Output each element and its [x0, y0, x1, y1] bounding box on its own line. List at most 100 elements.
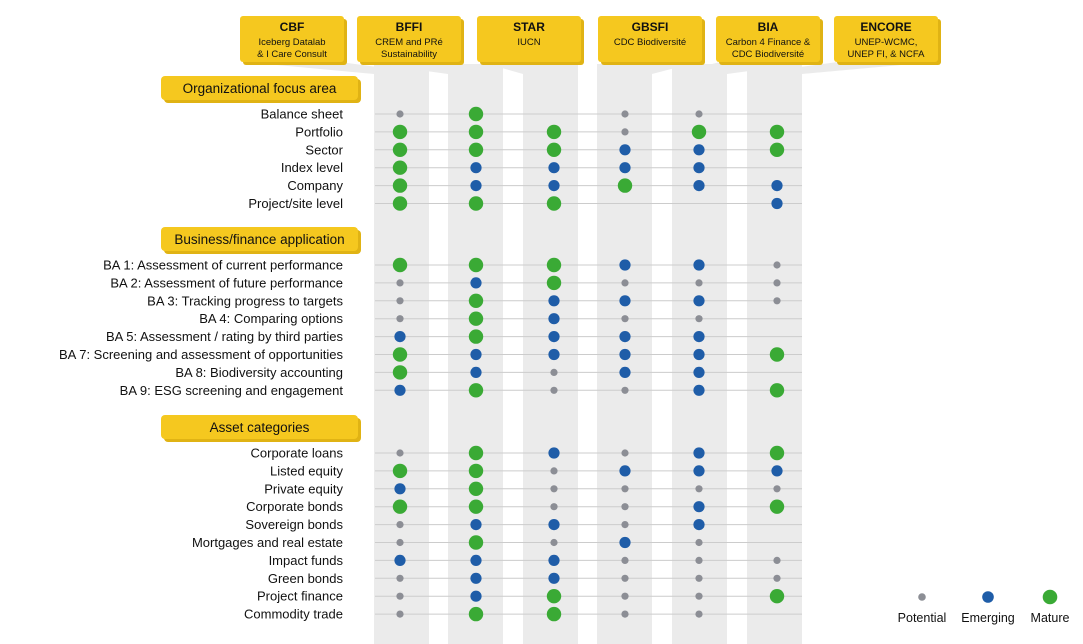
row-label: Mortgages and real estate — [192, 535, 343, 550]
section-label-box — [161, 76, 358, 100]
mature-dot-cbf — [392, 196, 408, 211]
emerging-dot-bffi — [470, 519, 482, 531]
tool-owner-line: Iceberg Datalab — [258, 37, 325, 48]
emerging-dot-star — [548, 519, 560, 531]
potential-dot-gbsfi — [621, 386, 629, 394]
emerging-dot-bia — [693, 144, 705, 156]
matrix-row: Corporate bonds — [246, 499, 802, 514]
row-label: Sector — [305, 142, 343, 157]
legend-item-emerging: Emerging — [961, 591, 1015, 625]
emerging-dot-star — [548, 331, 560, 343]
mature-dot-star — [546, 275, 562, 291]
mature-dot-bffi — [468, 293, 484, 308]
section-business: Business/finance application BA 1: Assess… — [59, 227, 802, 398]
tool-name: BIA — [758, 20, 779, 34]
emerging-dot-cbf — [394, 483, 406, 495]
tool-header-cbf: CBF Iceberg Datalab& I Care Consult — [240, 16, 347, 65]
tool-header-box — [598, 16, 702, 62]
mature-dot-bffi — [468, 499, 484, 514]
legend-label: Potential — [898, 611, 947, 625]
matrix-row: BA 2: Assessment of future performance — [110, 275, 802, 290]
tool-name: GBSFI — [632, 20, 669, 34]
emerging-dot-bia — [693, 501, 705, 513]
tool-owner-line: Sustainability — [381, 49, 437, 60]
potential-dot-cbf — [396, 315, 404, 323]
row-label: Green bonds — [268, 571, 344, 586]
legend-label: Emerging — [961, 611, 1015, 625]
legend-swatch — [1042, 589, 1058, 605]
potential-dot-cbf — [396, 538, 404, 547]
potential-dot-bia — [695, 538, 703, 547]
row-label: Corporate loans — [251, 446, 344, 461]
mature-dot-gbsfi — [617, 178, 633, 193]
tool-header-box — [477, 16, 581, 62]
emerging-dot-bffi — [470, 554, 482, 567]
emerging-dot-star — [548, 572, 560, 584]
potential-dot-cbf — [396, 110, 404, 118]
emerging-dot-gbsfi — [619, 536, 631, 549]
emerging-dot-star — [548, 348, 560, 361]
matrix-row: Corporate loans — [251, 445, 802, 461]
row-label: Listed equity — [270, 463, 343, 478]
mature-dot-bffi — [468, 463, 484, 479]
matrix-row: BA 5: Assessment / rating by third parti… — [106, 329, 802, 344]
row-label: Index level — [281, 160, 343, 175]
matrix-row: Green bonds — [268, 571, 802, 586]
mature-dot-encore — [769, 124, 785, 140]
section-label-box — [161, 415, 358, 439]
section-label: Organizational focus area — [183, 81, 337, 96]
matrix-row: Sector — [305, 142, 802, 157]
row-label: BA 7: Screening and assessment of opport… — [59, 347, 344, 362]
tool-header-bia: BIA Carbon 4 Finance &CDC Biodiversité — [716, 16, 823, 65]
legend-label: Mature — [1031, 611, 1070, 625]
legend-item-mature: Mature — [1031, 589, 1070, 625]
potential-dot-gbsfi — [621, 556, 629, 565]
potential-dot-encore — [773, 261, 781, 269]
potential-dot-gbsfi — [621, 110, 629, 118]
emerging-dot-gbsfi — [619, 259, 631, 271]
tool-header-star: STAR IUCN — [477, 16, 584, 65]
matrix-row: Balance sheet — [261, 107, 802, 122]
mature-dot-encore — [769, 383, 785, 398]
tool-name: ENCORE — [860, 20, 911, 34]
tool-header-box — [716, 16, 820, 62]
emerging-dot-star — [548, 295, 560, 307]
row-label: BA 4: Comparing options — [199, 311, 343, 326]
potential-dot-cbf — [396, 521, 404, 529]
legend-swatch — [982, 591, 994, 603]
tool-owner-line: UNEP FI, & NCFA — [848, 49, 926, 60]
potential-dot-cbf — [396, 592, 404, 600]
emerging-dot-gbsfi — [619, 366, 631, 378]
tool-name: STAR — [513, 20, 545, 34]
mature-dot-encore — [769, 499, 785, 514]
potential-dot-star — [550, 368, 558, 376]
emerging-dot-encore — [771, 465, 783, 477]
row-label: BA 1: Assessment of current performance — [103, 258, 343, 273]
tool-header-box — [357, 16, 461, 62]
row-label: Private equity — [264, 481, 343, 496]
matrix-row: Commodity trade — [244, 607, 802, 622]
potential-dot-gbsfi — [621, 503, 629, 511]
emerging-dot-bffi — [470, 162, 482, 174]
mature-dot-bffi — [468, 445, 484, 461]
emerging-dot-gbsfi — [619, 348, 631, 361]
emerging-dot-bia — [693, 465, 705, 477]
legend: Potential Emerging Mature — [898, 589, 1070, 625]
emerging-dot-bia — [693, 180, 705, 192]
emerging-dot-bia — [693, 519, 705, 531]
emerging-dot-bia — [693, 348, 705, 361]
mature-dot-star — [546, 589, 562, 604]
matrix-row: Project/site level — [248, 196, 802, 211]
emerging-dot-bffi — [470, 348, 482, 361]
emerging-dot-bia — [693, 331, 705, 343]
row-label: BA 5: Assessment / rating by third parti… — [106, 329, 344, 344]
mature-dot-cbf — [392, 257, 408, 273]
matrix-row: Project finance — [257, 589, 802, 604]
potential-dot-bia — [695, 556, 703, 565]
emerging-dot-star — [548, 313, 560, 325]
emerging-dot-encore — [771, 180, 783, 192]
tool-headers: CBF Iceberg Datalab& I Care Consult BFFI CR… — [240, 16, 941, 65]
tool-header-box — [240, 16, 344, 62]
mature-dot-encore — [769, 589, 785, 604]
mature-dot-bffi — [468, 383, 484, 398]
